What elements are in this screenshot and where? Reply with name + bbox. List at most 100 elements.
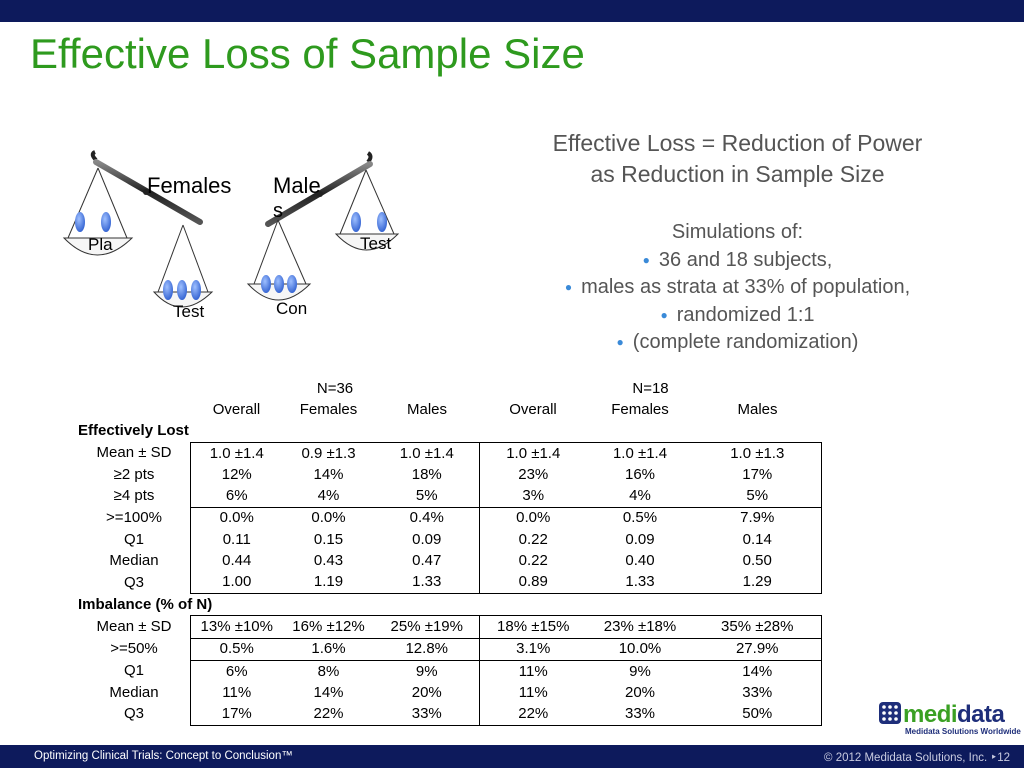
table-cell: 0.9 ±1.3: [282, 441, 375, 465]
top-bar: [0, 0, 1024, 22]
table-cell: 0.22: [518, 530, 548, 548]
table-cell: 5%: [693, 485, 822, 508]
simulation-bullet: ● (complete randomization): [616, 331, 859, 354]
footer-course-title: Optimizing Clinical Trials: Concept to C…: [34, 750, 293, 762]
column-header: Males: [406, 400, 447, 418]
table-cell: 18%: [374, 464, 480, 486]
group-header-n18: N=18: [632, 379, 669, 397]
effective-loss-statement: Effective Loss = Reduction of Power as R…: [480, 128, 995, 190]
bullet-icon: ●: [616, 335, 624, 350]
table-row: Q3 1.00 1.19 1.33 0.89 1.33 1.29: [78, 571, 822, 594]
section-title: Imbalance (% of N): [78, 595, 213, 613]
footer-copyright: © 2012 Medidata Solutions, Inc. ‣12: [824, 752, 1010, 764]
row-label: >=50%: [110, 640, 158, 658]
balance-scales-illustration: Females Male s Pla Test Con Test: [40, 150, 460, 330]
table-cell: 35% ±28%: [693, 615, 822, 639]
table-cell: 11%: [518, 683, 548, 701]
bullet-icon: ●: [660, 307, 668, 322]
table-row: Median 11% 14% 20% 11% 20% 33%: [78, 682, 822, 704]
table-cell: 14%: [313, 465, 344, 483]
table-cell: 10.0%: [586, 637, 694, 661]
section-header-row: Effectively Lost: [78, 421, 822, 443]
table-row: >=100% 0.0% 0.0% 0.4% 0.0% 0.5% 7.9%: [78, 506, 822, 530]
table-cell: 1.0 ±1.4: [374, 441, 480, 465]
table-cell: 17%: [693, 464, 822, 486]
simulations-list: Simulations of: ● 36 and 18 subjects, ● ma…: [480, 219, 995, 357]
table-cell: 4%: [586, 485, 694, 508]
simulation-results-table: N=36 N=18 Overall Females Males Overall …: [78, 378, 822, 726]
table-cell: 0.0%: [190, 506, 283, 530]
table-cell: 22%: [282, 703, 375, 726]
table-cell: 14%: [693, 659, 822, 683]
table-cell: 0.40: [625, 552, 655, 570]
table-cell: 20%: [374, 682, 480, 704]
column-header-row: Overall Females Males Overall Females Ma…: [78, 399, 822, 420]
table-cell: 1.33: [374, 571, 480, 594]
table-cell: 11%: [479, 659, 587, 683]
table-row: >=50% 0.5% 1.6% 12.8% 3.1% 10.0% 27.9%: [78, 637, 822, 661]
table-cell: 1.0 ±1.4: [190, 441, 283, 465]
row-label: Q3: [123, 573, 144, 591]
table-cell: 0.47: [374, 550, 480, 572]
table-cell: 0.15: [313, 530, 344, 548]
table-cell: 0.22: [518, 552, 548, 570]
table-cell: 0.5%: [190, 637, 283, 661]
row-label: Median: [109, 683, 159, 701]
group-header-n36: N=36: [316, 379, 354, 397]
balance-scale-icon: [62, 150, 400, 308]
males-test-pan-label: Test: [360, 234, 392, 253]
table-row: Mean ± SD 13% ±10% 16% ±12% 25% ±19% 18% ±15…: [78, 615, 822, 639]
table-cell: 50%: [693, 703, 822, 726]
medidata-logo: medidata Medidata Solutions Worldwide: [879, 700, 1021, 738]
table-row: Median 0.44 0.43 0.47 0.22 0.40 0.50: [78, 550, 822, 572]
table-cell: 0.0%: [479, 506, 587, 530]
table-cell: 1.29: [693, 571, 822, 594]
table-cell: 0.5%: [586, 506, 694, 530]
table-cell: 6%: [190, 485, 283, 508]
table-cell: 0.50: [693, 550, 822, 572]
column-header: Overall: [212, 400, 261, 418]
simulation-bullet: ● randomized 1:1: [660, 303, 815, 326]
table-row: Mean ± SD 1.0 ±1.4 0.9 ±1.3 1.0 ±1.4 1.0 ±1.…: [78, 441, 822, 465]
table-cell: 9%: [374, 659, 480, 683]
females-test-pan-label: Test: [173, 302, 205, 321]
group-header-row: N=36 N=18: [78, 378, 822, 399]
table-row: Q1 6% 8% 9% 11% 9% 14%: [78, 659, 822, 683]
females-scale: [62, 150, 214, 308]
table-cell: 9%: [586, 659, 694, 683]
table-cell: 3%: [479, 485, 587, 508]
row-label: Median: [109, 552, 159, 570]
table-cell: 22%: [479, 703, 587, 726]
table-cell: 25% ±19%: [374, 615, 480, 639]
table-cell: 18% ±15%: [479, 615, 587, 639]
table-cell: 8%: [282, 659, 375, 683]
row-label: Q3: [123, 705, 144, 723]
column-header: Males: [737, 400, 778, 418]
table-cell: 14%: [313, 683, 344, 701]
table-cell: 1.19: [282, 571, 375, 594]
section-header-row: Imbalance (% of N): [78, 593, 822, 615]
slide-title: Effective Loss of Sample Size: [30, 30, 585, 77]
table-cell: 1.33: [586, 571, 694, 594]
table-cell: 1.0 ±1.4: [479, 441, 587, 465]
males-scale: [246, 151, 400, 301]
table-cell: 6%: [190, 659, 283, 683]
table-cell: 11%: [190, 682, 283, 704]
simulations-heading: Simulations of:: [671, 221, 804, 243]
table-cell: 23% ±18%: [586, 615, 694, 639]
table-cell: 16%: [624, 465, 656, 483]
row-label: Q1: [123, 662, 144, 680]
table-row: ≥2 pts 12% 14% 18% 23% 16% 17%: [78, 464, 822, 486]
table-cell: 1.00: [190, 571, 283, 594]
table-cell: 33%: [693, 682, 822, 704]
table-cell: 33%: [374, 703, 480, 726]
table-cell: 5%: [374, 485, 480, 508]
table-cell: 0.89: [479, 571, 587, 594]
table-cell: 1.0 ±1.3: [693, 441, 822, 465]
column-header: Females: [611, 400, 669, 418]
row-label: ≥4 pts: [113, 487, 155, 505]
table-cell: 0.11: [190, 529, 283, 551]
females-label: Females: [147, 173, 232, 198]
bullet-icon: ●: [642, 252, 650, 267]
table-row: Q3 17% 22% 33% 22% 33% 50%: [78, 703, 822, 726]
